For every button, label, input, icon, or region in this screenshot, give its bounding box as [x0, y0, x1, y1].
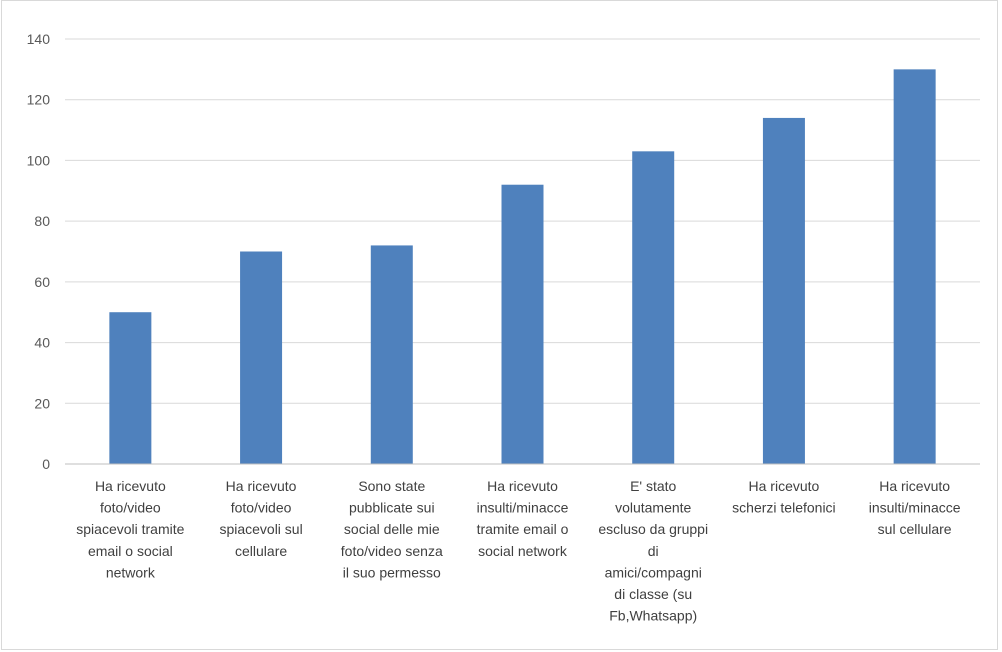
bars: [109, 69, 936, 465]
y-tick-label: 0: [42, 456, 50, 472]
bar: [893, 69, 936, 464]
y-tick-label: 40: [34, 335, 50, 351]
bar: [370, 245, 413, 464]
x-category-label: Sono state pubblicate sui social delle mie…: [341, 478, 443, 580]
x-category-label: Ha ricevuto insulti/minacce tramite email …: [477, 478, 569, 559]
y-tick-label: 140: [27, 31, 51, 47]
x-axis-category-labels: Ha ricevuto foto/video spiacevoli tramite e…: [76, 478, 960, 624]
y-tick-label: 100: [27, 152, 51, 168]
bar: [501, 184, 544, 464]
y-tick-label: 60: [34, 274, 50, 290]
bar: [109, 312, 152, 464]
y-tick-label: 120: [27, 92, 51, 108]
x-category-label: Ha ricevuto foto/video spiacevoli tramite e…: [76, 478, 184, 580]
y-tick-label: 80: [34, 213, 50, 229]
y-tick-label: 20: [34, 395, 50, 411]
bar: [240, 251, 283, 464]
y-axis-tick-labels: 0 20 40 60 80 100 120 140: [27, 31, 51, 472]
x-category-label: Ha ricevuto foto/video spiacevoli sul cellu…: [219, 478, 302, 559]
bar: [632, 151, 675, 465]
x-category-label: Ha ricevuto scherzi telefonici: [732, 478, 836, 516]
x-category-label: E' stato volutamente escluso da gruppi di am…: [598, 478, 708, 624]
x-category-label: Ha ricevuto insulti/minacce sul cellulare: [869, 478, 961, 537]
bar: [762, 117, 805, 464]
